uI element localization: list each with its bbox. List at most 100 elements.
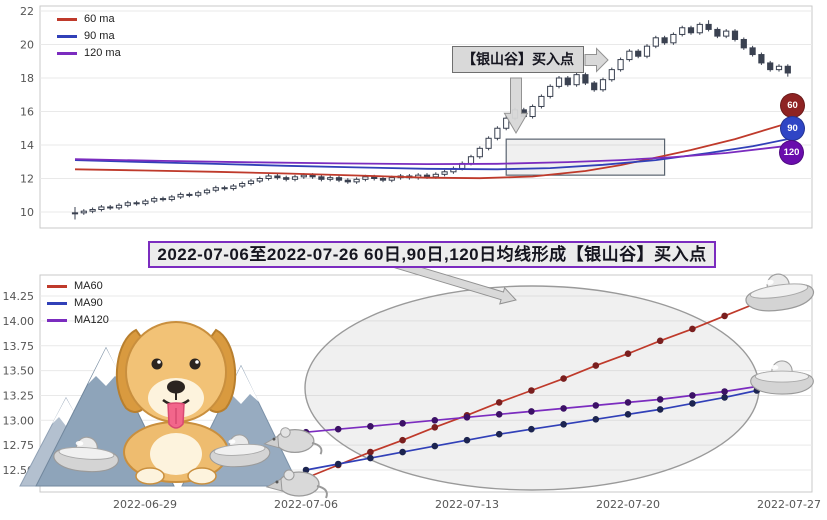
tick-label: 16 [20,106,34,119]
data-marker [592,362,600,369]
candle-body [423,174,431,178]
legend-item-120ma: 120 ma [57,47,121,59]
candle-body [591,82,598,91]
candle-body [740,38,747,49]
legend-label-ma120: MA120 [74,314,109,326]
candle-body [283,177,290,180]
candle-body [661,37,668,44]
top-panel-border [39,5,813,229]
candle-body [573,74,580,86]
data-marker [302,466,310,474]
data-marker [334,460,342,468]
tick-label: 12.75 [3,439,35,452]
candle-body [379,178,387,181]
badge-90ma: 90 [780,116,805,141]
legend-swatch-60ma [57,17,77,21]
candle-body [432,173,439,178]
data-marker [656,406,664,413]
data-marker [528,425,535,433]
candle-body [107,206,114,209]
candle-body [784,65,791,74]
data-marker [334,425,342,433]
candle-body [115,204,123,209]
tick-label: 2022-07-13 [435,498,499,511]
data-marker [592,416,600,423]
candle-body [635,50,642,57]
candle-body [133,202,140,205]
candle-body [265,175,272,180]
data-marker [367,423,374,430]
candle-body [80,210,87,214]
candle-body [388,177,395,181]
candlestick-panel [71,20,791,220]
data-marker [399,420,406,427]
candle-body [221,187,228,190]
ma-zoom-line [305,379,790,434]
data-marker [367,454,374,462]
ma-zoom-line [305,290,790,479]
ma-line [74,138,788,171]
bottom-legend: MA60 MA90 MA120 [47,280,109,331]
data-marker [560,421,567,428]
top-legend: 60 ma 90 ma 120 ma [57,13,121,64]
legend-item-60ma: 60 ma [57,13,121,25]
candle-body [159,198,167,201]
candle-body [371,176,378,179]
tick-label: 13.25 [3,389,35,402]
candle-body [98,206,105,210]
candle-body [749,47,756,56]
data-marker [721,394,728,401]
candle-body [239,183,246,187]
tick-label: 18 [20,72,34,85]
tick-label: 2022-07-27 [757,498,821,511]
candle-body [441,171,448,175]
data-marker [721,312,728,320]
data-marker [689,392,696,399]
legend-label-ma60: MA60 [74,280,103,292]
data-marker [431,424,439,431]
candle-body [230,185,237,190]
legend-swatch-ma60 [47,284,67,288]
legend-label-ma90: MA90 [74,297,103,309]
tick-label: 14.25 [3,290,35,303]
candle-body [467,156,475,164]
data-marker [624,411,632,418]
candle-body [344,179,351,183]
candle-body [318,176,325,180]
candle-body [529,105,536,118]
legend-label-60ma: 60 ma [84,13,115,25]
candle-body [705,23,712,30]
candle-body [151,198,158,202]
title-banner: 2022-07-06至2022-07-26 60日,90日,120日均线形成【银… [148,241,716,268]
data-marker [689,325,696,333]
candle-body [679,27,686,35]
legend-swatch-90ma [57,34,77,38]
candle-body [203,189,211,194]
badge-120ma: 120 [779,140,804,165]
data-marker [528,408,535,415]
ma-line [74,144,788,166]
data-marker [463,436,471,444]
candle-body [758,54,765,64]
tick-label: 13.75 [3,340,35,353]
candle-body [89,208,96,212]
tick-label: 10 [20,206,34,219]
candle-body [643,45,651,57]
legend-item-ma90: MA90 [47,297,109,309]
data-marker [399,436,406,444]
legend-item-90ma: 90 ma [57,30,121,42]
candle-body [767,62,774,71]
candle-body [723,30,730,37]
down-arrow [503,77,529,134]
tick-label: 12 [20,173,34,186]
silver-valley-highlight-box [505,138,666,176]
candle-body [538,95,545,107]
data-marker [431,417,439,424]
candle-body [547,85,554,97]
legend-label-90ma: 90 ma [84,30,115,42]
tick-label: 20 [20,39,34,52]
data-marker [495,399,503,406]
data-marker [431,442,439,450]
axes-and-grid: 1012141618202212.5012.7513.0013.2513.501… [3,5,821,511]
